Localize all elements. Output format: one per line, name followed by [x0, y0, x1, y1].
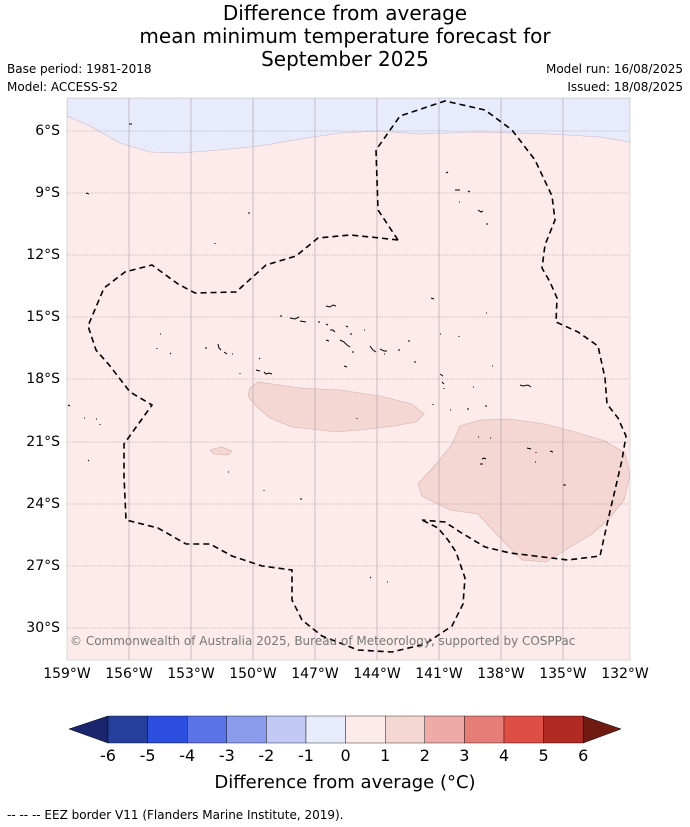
colorbar-segment [464, 715, 505, 744]
colorbar-segment [424, 715, 465, 744]
colorbar-tick: -5 [139, 746, 156, 765]
colorbar-tick: -4 [179, 746, 196, 765]
lat-label: 12°S [26, 247, 60, 263]
colorbar-tick: 0 [340, 746, 351, 765]
warm-anomaly-region-east [417, 418, 630, 563]
colorbar-segment [226, 715, 267, 744]
lon-label: 135°W [539, 666, 587, 682]
lat-label: 15°S [26, 309, 60, 325]
map-background [67, 98, 630, 660]
meta-left: Base period: 1981-2018 Model: ACCESS-S2 [7, 60, 152, 96]
colorbar-label: Difference from average (°C) [214, 772, 476, 793]
colorbar-segment [107, 715, 148, 744]
lon-label: 141°W [415, 666, 463, 682]
colorbar-tick: 4 [498, 746, 510, 765]
lon-label: 156°W [105, 666, 153, 682]
lon-label: 138°W [477, 666, 525, 682]
lat-label: 6°S [35, 123, 60, 139]
lat-label: 30°S [26, 620, 60, 636]
colorbar-segment [305, 715, 346, 744]
islands [67, 123, 566, 583]
colorbar-tick: 3 [459, 746, 470, 765]
lat-label: 9°S [35, 185, 60, 201]
colorbar-segment [385, 715, 426, 744]
colorbar-segment [345, 715, 386, 744]
lon-label: 132°W [601, 666, 649, 682]
colorbar-under-arrow [68, 715, 109, 744]
colorbar-segment [503, 715, 544, 744]
warm-anomaly-region-small [209, 446, 233, 456]
colorbar-tick: 1 [380, 746, 391, 765]
lon-label: 153°W [167, 666, 215, 682]
lat-label: 18°S [26, 371, 60, 387]
lon-label: 147°W [291, 666, 339, 682]
lat-label: 24°S [26, 496, 60, 512]
colorbar-segment [266, 715, 307, 744]
colorbar-tick: -6 [100, 746, 116, 765]
lon-label: 144°W [353, 666, 401, 682]
colorbar-tick: 6 [578, 746, 589, 765]
map-frame [66, 97, 631, 661]
colorbar-segment [186, 715, 227, 744]
colorbar-tick: 5 [538, 746, 549, 765]
lon-label: 159°W [43, 666, 91, 682]
lat-label: 21°S [26, 434, 60, 450]
eez-border-central [87, 234, 466, 653]
colorbar-segment [147, 715, 188, 744]
colorbar-tick: 2 [419, 746, 430, 765]
colorbar-tick: -1 [298, 746, 314, 765]
meridian-lines [128, 98, 564, 660]
colorbar-tick: -2 [258, 746, 275, 765]
anomaly-map [66, 97, 631, 661]
meta-right: Model run: 16/08/2025 Issued: 18/08/2025 [546, 60, 683, 96]
eez-legend: -- -- -- EEZ border V11 (Flanders Marine… [7, 808, 344, 822]
warm-anomaly-region-west [247, 381, 425, 433]
lon-label: 150°W [229, 666, 277, 682]
lat-label: 27°S [26, 558, 60, 574]
title-line-3: September 2025 [261, 47, 429, 71]
base-period: Base period: 1981-2018 [7, 62, 152, 76]
colorbar-tick: -3 [218, 746, 235, 765]
title-line-2: mean minimum temperature forecast for [139, 24, 551, 48]
chart-title: Difference from average mean minimum tem… [0, 2, 690, 71]
eez-border-north [375, 100, 627, 561]
model-run: Model run: 16/08/2025 [545, 62, 683, 76]
title-line-1: Difference from average [222, 1, 468, 25]
issued-date: Issued: 18/08/2025 [567, 80, 683, 94]
colorbar-over-arrow [582, 715, 622, 744]
cool-anomaly-region [67, 98, 630, 154]
copyright-credit: © Commonwealth of Australia 2025, Bureau… [70, 634, 576, 648]
model-name: Model: ACCESS-S2 [7, 80, 119, 94]
colorbar-segment [543, 715, 584, 744]
